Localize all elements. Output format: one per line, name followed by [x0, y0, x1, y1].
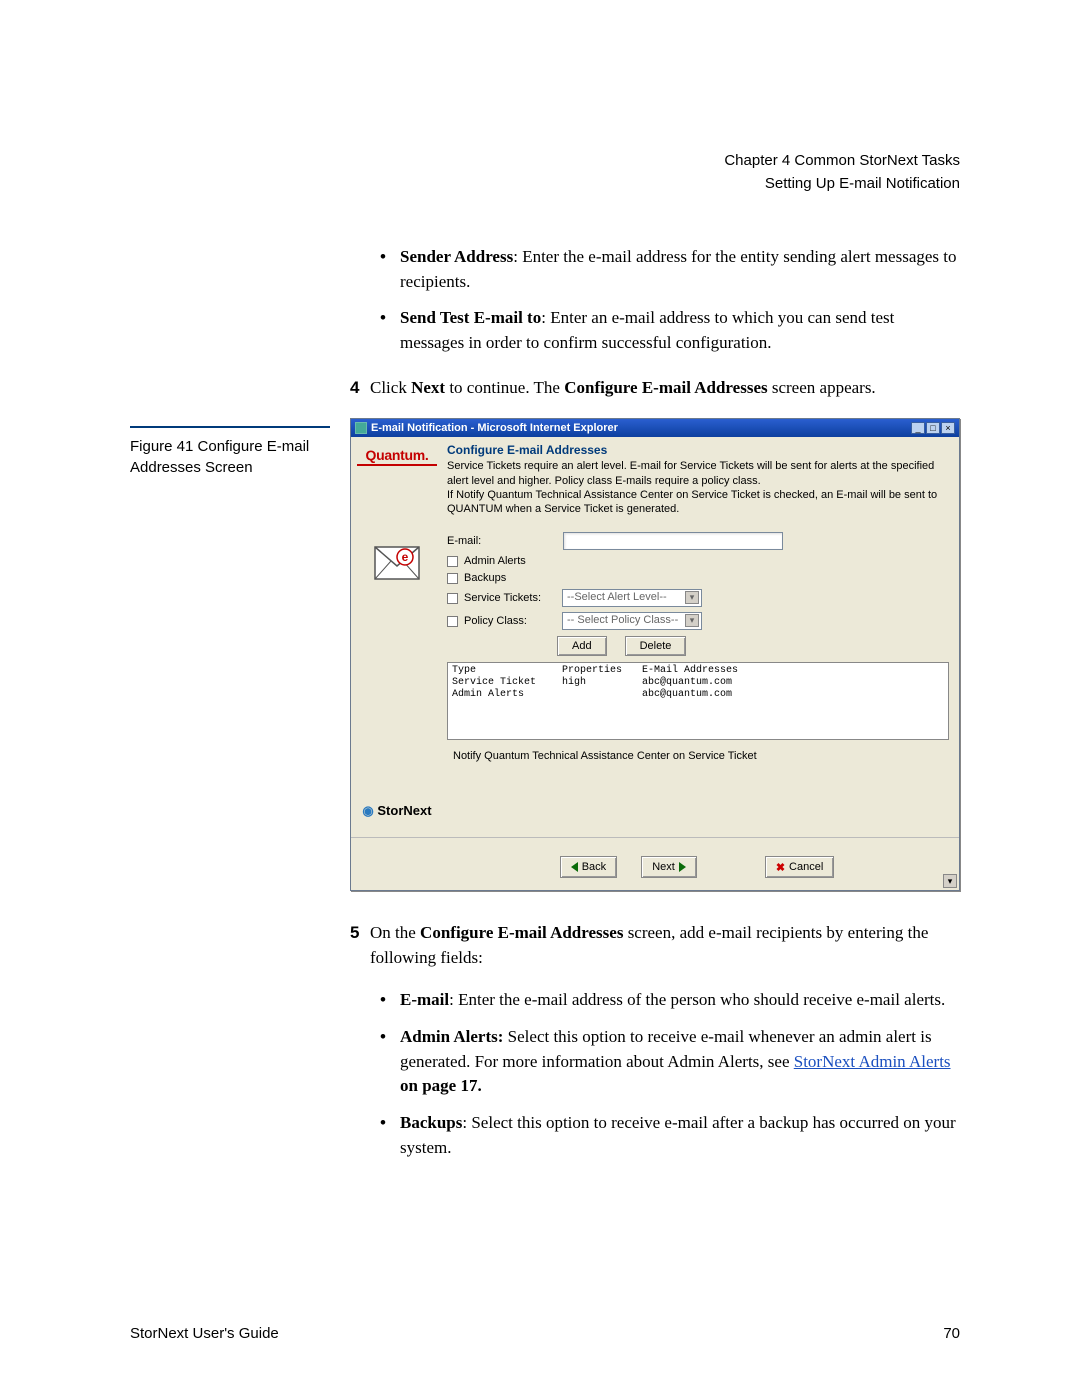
bullet-bold: Sender Address — [400, 247, 513, 266]
email-input[interactable] — [563, 532, 783, 550]
ie-app-icon — [355, 422, 367, 434]
figure-41: Figure 41 Configure E-mail Addresses Scr… — [350, 418, 960, 891]
window-titlebar: E-mail Notification - Microsoft Internet… — [351, 419, 959, 437]
recipients-table: Type Properties E-Mail Addresses Service… — [447, 662, 949, 740]
label-backups: Backups — [464, 572, 506, 584]
step-5: 5 On the Configure E-mail Addresses scre… — [350, 921, 960, 970]
row-policy-class: Policy Class: -- Select Policy Class-- — [447, 612, 949, 630]
page-footer: StorNext User's Guide 70 — [130, 1325, 960, 1342]
bullet-admin-alerts: Admin Alerts: Select this option to rece… — [380, 1025, 960, 1099]
page-header: Chapter 4 Common StorNext Tasks Setting … — [130, 150, 960, 195]
row-admin-alerts: Admin Alerts — [447, 555, 949, 567]
select-policy-class[interactable]: -- Select Policy Class-- — [562, 612, 702, 630]
label-email: E-mail: — [447, 535, 557, 547]
step-number: 4 — [350, 376, 359, 401]
row-email: E-mail: — [447, 532, 949, 550]
config-panel: Configure E-mail Addresses Service Ticke… — [443, 437, 959, 837]
bullet-backups: Backups: Select this option to receive e… — [380, 1111, 960, 1160]
triangle-right-icon — [679, 862, 686, 872]
top-bullets: Sender Address: Enter the e-mail address… — [380, 245, 960, 356]
label-service-tickets: Service Tickets: — [464, 592, 556, 604]
label-policy-class: Policy Class: — [464, 615, 556, 627]
label-admin-alerts: Admin Alerts — [464, 555, 526, 567]
step-number: 5 — [350, 921, 359, 946]
add-button[interactable]: Add — [557, 636, 607, 656]
header-section: Setting Up E-mail Notification — [130, 173, 960, 196]
stornext-admin-alerts-link[interactable]: StorNext Admin Alerts — [794, 1052, 951, 1071]
x-icon: ✖ — [776, 861, 785, 874]
bullet-sender-address: Sender Address: Enter the e-mail address… — [380, 245, 960, 294]
checkbox-policy-class[interactable] — [447, 616, 458, 627]
email-icon: e — [373, 546, 421, 580]
bullet-bold: Send Test E-mail to — [400, 308, 541, 327]
window-title: E-mail Notification - Microsoft Internet… — [371, 422, 618, 434]
bullet-email: E-mail: Enter the e-mail address of the … — [380, 988, 960, 1013]
config-title: Configure E-mail Addresses — [447, 443, 949, 457]
select-alert-level[interactable]: --Select Alert Level-- — [562, 589, 702, 607]
wizard-footer: Back Next ✖Cancel — [351, 837, 959, 890]
table-row: Service Ticket high abc@quantum.com — [452, 677, 742, 689]
triangle-left-icon — [571, 862, 578, 872]
checkbox-backups[interactable] — [447, 573, 458, 584]
cancel-button[interactable]: ✖Cancel — [765, 856, 834, 878]
next-button[interactable]: Next — [641, 856, 697, 878]
ie-window: E-mail Notification - Microsoft Internet… — [350, 418, 960, 891]
config-description: Service Tickets require an alert level. … — [447, 459, 949, 516]
sidebar: Quantum. e ◉ Stor — [351, 437, 443, 837]
page-number: 70 — [943, 1325, 960, 1342]
bottom-bullets: E-mail: Enter the e-mail address of the … — [380, 988, 960, 1160]
step-4: 4 Click Next to continue. The Configure … — [350, 376, 960, 401]
label-notify-quantum: Notify Quantum Technical Assistance Cent… — [453, 750, 757, 762]
row-backups: Backups — [447, 572, 949, 584]
stornext-logo: ◉ StorNext — [357, 803, 437, 819]
footer-title: StorNext User's Guide — [130, 1325, 279, 1342]
quantum-logo: Quantum. — [357, 447, 437, 466]
close-button[interactable]: × — [941, 422, 955, 434]
maximize-button[interactable]: □ — [926, 422, 940, 434]
row-service-tickets: Service Tickets: --Select Alert Level-- — [447, 589, 949, 607]
figure-caption: Figure 41 Configure E-mail Addresses Scr… — [130, 426, 330, 478]
delete-button[interactable]: Delete — [625, 636, 687, 656]
back-button[interactable]: Back — [560, 856, 617, 878]
scroll-down-icon[interactable]: ▾ — [943, 874, 957, 888]
table-row: Admin Alerts abc@quantum.com — [452, 689, 742, 701]
bullet-send-test: Send Test E-mail to: Enter an e-mail add… — [380, 306, 960, 355]
checkbox-service-tickets[interactable] — [447, 593, 458, 604]
table-header-row: Type Properties E-Mail Addresses — [452, 665, 742, 677]
header-chapter: Chapter 4 Common StorNext Tasks — [130, 150, 960, 173]
row-notify-quantum: Notify Quantum Technical Assistance Cent… — [447, 750, 949, 762]
window-controls: _□× — [910, 422, 955, 434]
minimize-button[interactable]: _ — [911, 422, 925, 434]
checkbox-admin-alerts[interactable] — [447, 556, 458, 567]
svg-text:e: e — [402, 550, 409, 564]
